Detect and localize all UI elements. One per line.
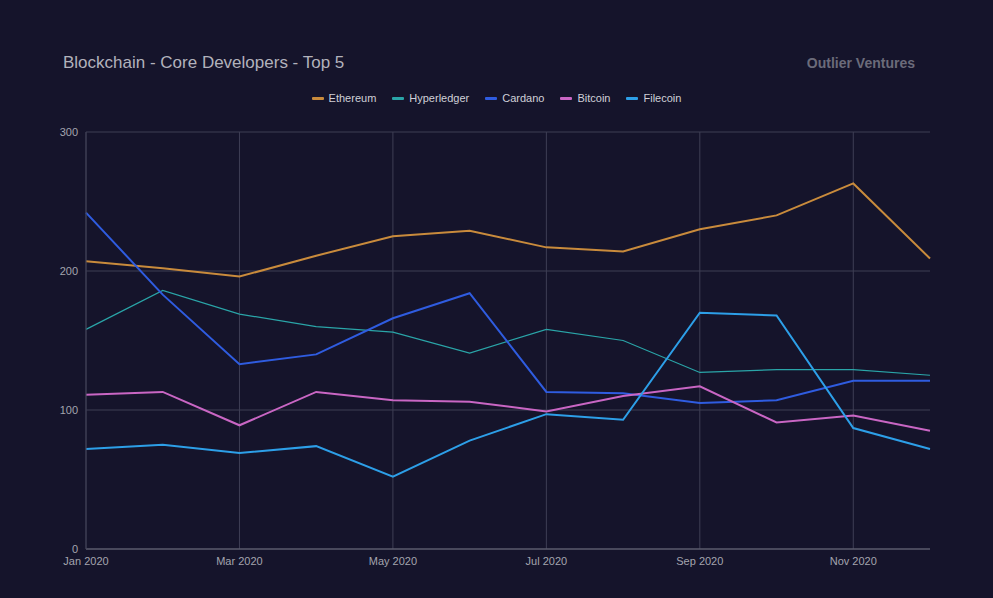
html-text:Filecoin: Filecoin: [643, 92, 682, 104]
html-text:Blockchain - Core Developers -: Blockchain - Core Developers - Top 5: [63, 53, 345, 72]
svg-text:Nov 2020: Nov 2020: [830, 555, 877, 567]
svg-text:0: 0: [72, 543, 78, 555]
svg-text:May 2020: May 2020: [369, 555, 417, 567]
svg-text:Jan 2020: Jan 2020: [63, 555, 108, 567]
html-text:Outlier Ventures: Outlier Ventures: [806, 55, 915, 71]
html-text:Bitcoin: Bitcoin: [577, 92, 611, 104]
svg-text:300: 300: [60, 126, 78, 138]
svg-text:Mar 2020: Mar 2020: [216, 555, 262, 567]
svg-text:Jul 2020: Jul 2020: [526, 555, 568, 567]
html-text:Ethereum: Ethereum: [328, 92, 377, 104]
svg-text:100: 100: [60, 404, 78, 416]
html-text:Hyperledger: Hyperledger: [409, 92, 470, 104]
svg-text:Sep 2020: Sep 2020: [676, 555, 723, 567]
html-text:Cardano: Cardano: [502, 92, 545, 104]
svg-text:200: 200: [60, 265, 78, 277]
